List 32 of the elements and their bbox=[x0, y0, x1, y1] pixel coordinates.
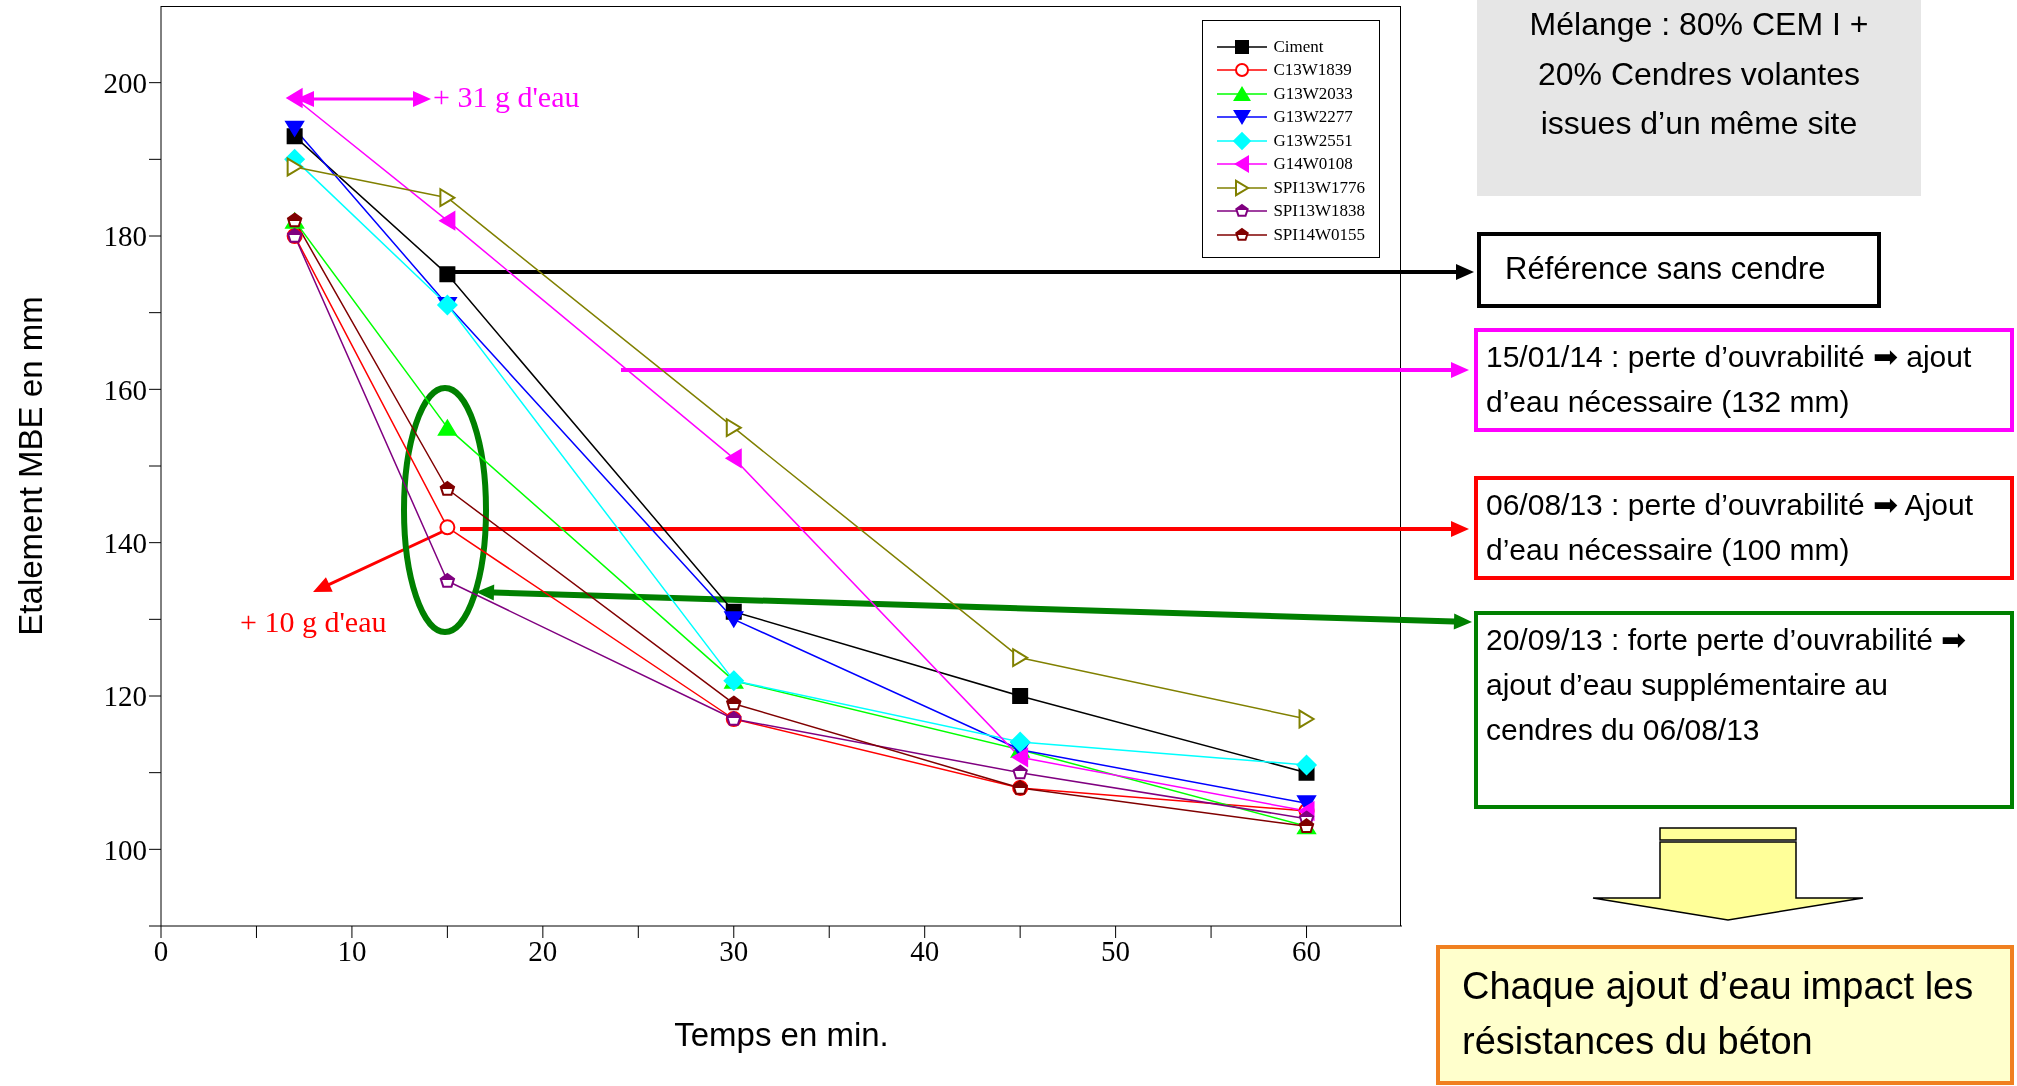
y-tick-label: 200 bbox=[103, 66, 147, 99]
text: 06/08/13 : perte d’ouvrabilité ➡ Ajout d’eau nécessaire (100 mm) bbox=[1474, 476, 2014, 580]
x-tick-label: 50 bbox=[1101, 934, 1131, 967]
text: Référence sans cendre bbox=[1477, 232, 1881, 308]
legend-label: G14W0108 bbox=[1273, 154, 1353, 175]
x-axis-title: Temps en min. bbox=[674, 1016, 889, 1053]
x-tick-label: 30 bbox=[719, 934, 749, 967]
legend-label: SPI14W0155 bbox=[1273, 224, 1365, 245]
text: 20/09/13 : forte perte d’ouvrabilité ➡ ajout d’eau supplémentaire au cendres du 06/08/13 bbox=[1474, 611, 2014, 809]
legend-label: C13W1839 bbox=[1273, 60, 1352, 81]
legend-label: Ciment bbox=[1273, 36, 1324, 57]
text: Mélange : 80% CEM I + 20% Cendres volantes issues d’un même site bbox=[1477, 0, 1921, 196]
x-tick-label: 60 bbox=[1292, 934, 1322, 967]
y-tick-label: 160 bbox=[103, 373, 147, 406]
annotation: + 10 g d'eau bbox=[240, 605, 387, 639]
legend-label: SPI13W1838 bbox=[1273, 201, 1365, 222]
y-tick-label: 100 bbox=[103, 833, 147, 866]
legend-label: SPI13W1776 bbox=[1273, 177, 1365, 198]
legend-label: G13W2551 bbox=[1273, 130, 1353, 151]
text: 15/01/14 : perte d’ouvrabilité ➡ ajout d’eau nécessaire (132 mm) bbox=[1474, 328, 2014, 432]
annotation: + 31 g d'eau bbox=[433, 80, 580, 114]
text: Chaque ajout d’eau impact les résistances du béton bbox=[1436, 945, 2014, 1085]
y-tick-label: 140 bbox=[103, 526, 147, 559]
y-tick-label: 180 bbox=[103, 220, 147, 253]
x-tick-label: 0 bbox=[153, 934, 169, 967]
x-tick-label: 40 bbox=[910, 934, 940, 967]
y-axis-title: Etalement MBE en mm bbox=[11, 296, 49, 636]
legend-label: G13W2277 bbox=[1273, 107, 1353, 128]
x-tick-label: 10 bbox=[337, 934, 367, 967]
y-tick-label: 120 bbox=[103, 680, 147, 713]
x-tick-label: 20 bbox=[528, 934, 558, 967]
legend-label: G13W2033 bbox=[1273, 83, 1353, 104]
